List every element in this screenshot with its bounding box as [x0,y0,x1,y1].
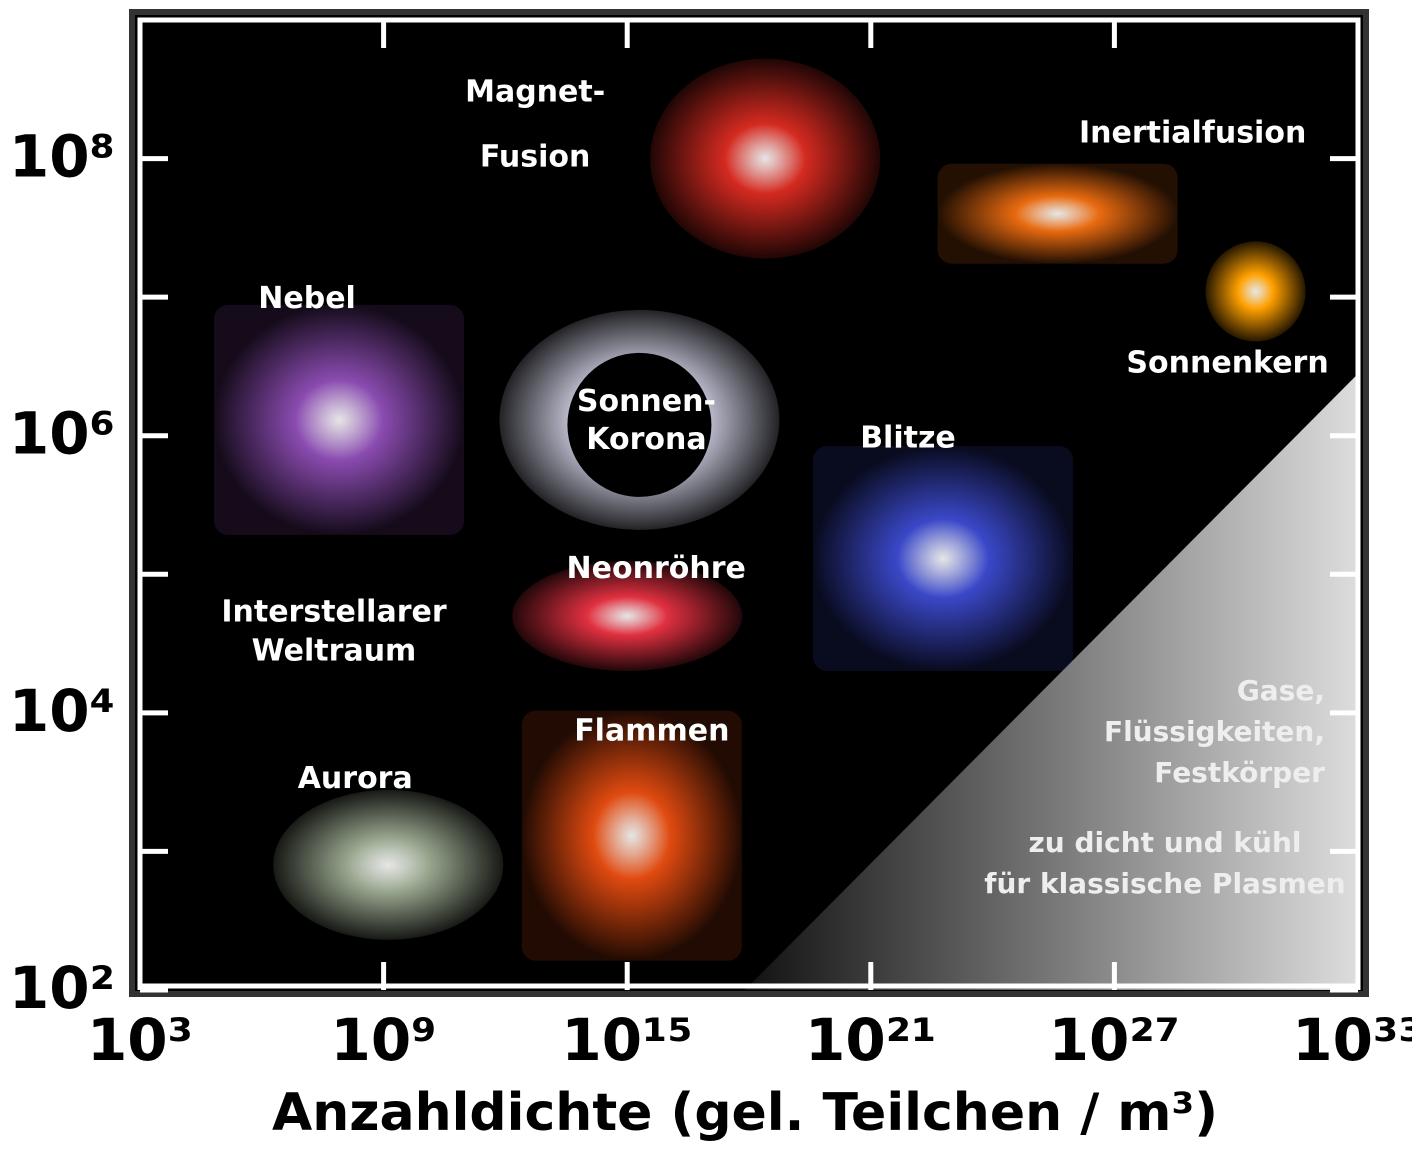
annotation-line: Festkörper [1154,756,1325,789]
plot-frame [137,17,1361,989]
corona-disk [567,352,712,497]
point-glyph [937,163,1178,264]
point-label: Magnet- Fusion [465,75,605,175]
point-label-line: Sonnenkern [1126,345,1328,380]
point-glyph [273,789,504,940]
point-label-line: Inertialfusion [1079,116,1306,151]
point-label: Nebel [258,281,356,316]
point-label: Flammen [574,714,729,749]
point-label: Blitze [860,420,956,455]
annotation-line: zu dicht und kühl [1028,826,1301,859]
x-tick-label: 10⁹ [331,1006,437,1074]
point-label-line: Aurora [298,761,413,796]
point-label: Aurora [298,761,413,796]
point-label-line: Weltraum [252,633,417,668]
point-glyph [512,560,743,671]
point-glyph [521,710,742,961]
plot: Magnet- Fusion Inertialfusion Sonnenkern Neb… [214,58,1358,990]
x-axis-title: Anzahldichte (gel. Teilchen / m³) [272,1083,1218,1143]
y-tick-label: 10⁶ [9,400,115,468]
annotation: Gase, Flüssigkeiten, Festkörper [1104,674,1325,789]
point-label-line: Flammen [574,714,729,749]
point-label: Sonnenkern [1126,345,1328,380]
point-label-line: Fusion [480,140,590,175]
point-label-line: Nebel [258,281,356,316]
point-glyph [1205,241,1306,342]
x-tick-label: 10²⁷ [1049,1006,1181,1074]
point-label-line: Neonröhre [567,551,746,586]
y-tick-label: 10⁴ [9,677,115,745]
annotation-line: Flüssigkeiten, [1104,715,1325,748]
point-label: Inertialfusion [1079,116,1306,151]
y-tick-label: 10⁸ [9,123,115,191]
x-tick-label: 10³³ [1292,1006,1412,1074]
point-label: Sonnen-Korona [577,384,716,457]
point-label: Neonröhre [567,551,746,586]
point-label-line: Interstellarer [221,594,446,629]
x-tick-label: 10²¹ [805,1006,937,1074]
point-glyph [812,445,1073,671]
annotation: zu dicht und kühl für klassische Plasmen [984,826,1345,900]
point-label-line: Blitze [860,420,956,455]
point-glyph [214,304,465,535]
x-tick-label: 10³ [87,1006,193,1074]
point-label-line: Korona [586,422,706,457]
point-label: Interstellarer Weltraum [221,594,446,668]
point-label-line: Magnet- [465,75,605,110]
x-tick-label: 10¹⁵ [561,1006,693,1074]
annotation-line: Gase, [1237,674,1325,707]
point-glyph [650,58,881,259]
y-tick-label: 10² [9,954,115,1022]
shaded-region [744,373,1358,990]
annotation-line: für klassische Plasmen [984,867,1345,900]
point-label-line: Sonnen- [577,384,716,419]
